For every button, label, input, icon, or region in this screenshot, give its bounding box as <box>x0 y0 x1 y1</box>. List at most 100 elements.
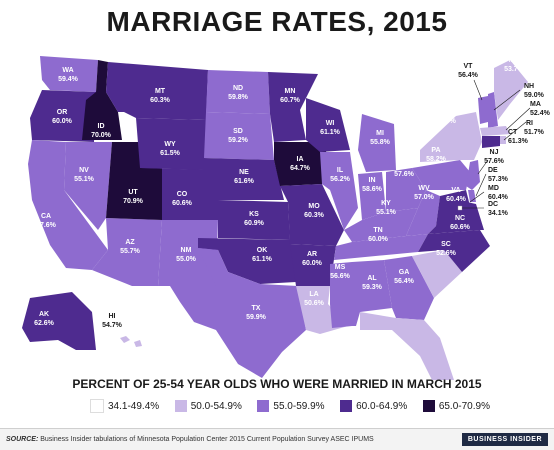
svg-text:54.7%: 54.7% <box>102 322 123 329</box>
state-co <box>140 168 218 220</box>
label-ar: AR 60.0% <box>302 251 323 267</box>
svg-text:57.3%: 57.3% <box>488 176 509 183</box>
svg-text:CO: CO <box>177 191 188 198</box>
label-ms: MS 56.6% <box>330 264 351 280</box>
legend-swatch-3 <box>257 400 270 412</box>
state-id <box>82 60 122 140</box>
svg-text:54.9%: 54.9% <box>438 316 459 323</box>
state-mo <box>280 184 344 246</box>
svg-text:IL: IL <box>337 167 344 174</box>
label-mo: MO 60.3% <box>304 203 325 219</box>
state-ks <box>218 200 290 240</box>
label-ny: NY 51.9% <box>436 109 457 125</box>
svg-text:AR: AR <box>307 251 317 258</box>
legend-swatch-2 <box>174 400 187 412</box>
legend-swatch-5 <box>422 400 435 412</box>
state-ut <box>106 142 162 220</box>
label-mn: MN 60.7% <box>280 88 301 104</box>
state-ky <box>344 208 418 242</box>
label-or: OR 60.0% <box>52 109 73 125</box>
label-nc: NC 60.6% <box>450 215 471 231</box>
legend-item-4: 60.0-64.9% <box>340 400 407 412</box>
state-dc <box>457 205 463 211</box>
state-ri <box>500 136 506 144</box>
legend-label-2: 50.0-54.9% <box>190 400 242 412</box>
svg-text:51.7%: 51.7% <box>524 129 545 136</box>
state-nj <box>466 160 480 190</box>
state-nd <box>206 70 270 114</box>
state-ga <box>384 256 434 320</box>
svg-text:TN: TN <box>373 227 382 234</box>
state-wa <box>40 56 98 92</box>
label-va: VA 60.4% <box>446 187 467 203</box>
svg-text:VA: VA <box>451 187 460 194</box>
state-hi-2 <box>134 340 142 347</box>
svg-text:MI: MI <box>376 130 384 137</box>
svg-text:OK: OK <box>257 247 268 254</box>
state-ne <box>204 158 284 200</box>
svg-text:60.6%: 60.6% <box>172 200 193 207</box>
state-pa <box>412 160 470 190</box>
svg-text:MD: MD <box>488 185 499 192</box>
svg-text:55.1%: 55.1% <box>376 209 397 216</box>
label-la: LA 50.6% <box>304 291 325 307</box>
svg-text:59.3%: 59.3% <box>362 284 383 291</box>
svg-text:60.3%: 60.3% <box>150 97 171 104</box>
svg-text:60.0%: 60.0% <box>52 118 73 125</box>
state-tx <box>170 248 306 378</box>
svg-text:CA: CA <box>41 213 51 220</box>
label-tn: TN 60.0% <box>368 227 389 243</box>
label-me: ME 53.7% <box>504 57 525 73</box>
state-ak <box>22 292 96 350</box>
svg-text:WY: WY <box>164 141 176 148</box>
label-nd: ND 59.8% <box>228 85 249 101</box>
legend-item-3: 55.0-59.9% <box>257 400 325 412</box>
label-ma: MA 52.4% <box>530 101 551 117</box>
state-mn <box>268 72 318 142</box>
label-wy: WY 61.5% <box>160 141 181 157</box>
map-title: MARRIAGE RATES, 2015 <box>106 6 448 37</box>
legend-label-4: 60.0-64.9% <box>356 400 408 412</box>
state-ar <box>290 244 336 286</box>
label-wi: WI 61.1% <box>320 120 341 136</box>
svg-text:MN: MN <box>285 88 296 95</box>
label-ut: UT 70.9% <box>123 189 144 205</box>
svg-text:DE: DE <box>488 167 498 174</box>
label-id: ID 70.0% <box>91 123 112 139</box>
svg-text:NE: NE <box>239 169 249 176</box>
svg-text:TX: TX <box>252 305 261 312</box>
label-tx: TX 59.9% <box>246 305 267 321</box>
label-vt: VT 56.4% <box>458 63 479 79</box>
svg-text:FL: FL <box>444 307 453 314</box>
svg-text:61.1%: 61.1% <box>320 129 341 136</box>
svg-text:60.4%: 60.4% <box>446 196 467 203</box>
svg-text:RI: RI <box>526 120 533 127</box>
callout-nj <box>477 159 489 175</box>
svg-text:61.5%: 61.5% <box>160 150 181 157</box>
svg-text:61.1%: 61.1% <box>252 256 273 263</box>
label-oh: OH 57.6% <box>394 162 415 178</box>
legend-title: PERCENT OF 25-54 YEAR OLDS WHO WERE MARR… <box>72 377 482 391</box>
label-md: MD 60.4% <box>488 185 509 201</box>
label-fl: FL 54.9% <box>438 307 459 323</box>
state-ca <box>28 140 108 270</box>
svg-text:LA: LA <box>309 291 318 298</box>
svg-text:DC: DC <box>488 201 498 208</box>
label-in: IN 58.6% <box>362 177 383 193</box>
state-hi <box>120 336 130 343</box>
state-or <box>30 90 96 142</box>
svg-text:58.6%: 58.6% <box>362 186 383 193</box>
state-ny <box>420 112 482 162</box>
svg-text:70.9%: 70.9% <box>123 198 144 205</box>
state-in <box>358 172 386 220</box>
callout-de <box>475 173 487 197</box>
state-ct <box>482 136 500 148</box>
label-ok: OK 61.1% <box>252 247 273 263</box>
state-sd <box>204 112 274 160</box>
label-nj: NJ 57.6% <box>484 149 505 165</box>
svg-text:WA: WA <box>62 67 73 74</box>
state-nh <box>488 92 498 128</box>
svg-text:ME: ME <box>509 57 520 64</box>
svg-text:NC: NC <box>455 215 465 222</box>
svg-text:59.2%: 59.2% <box>228 137 249 144</box>
